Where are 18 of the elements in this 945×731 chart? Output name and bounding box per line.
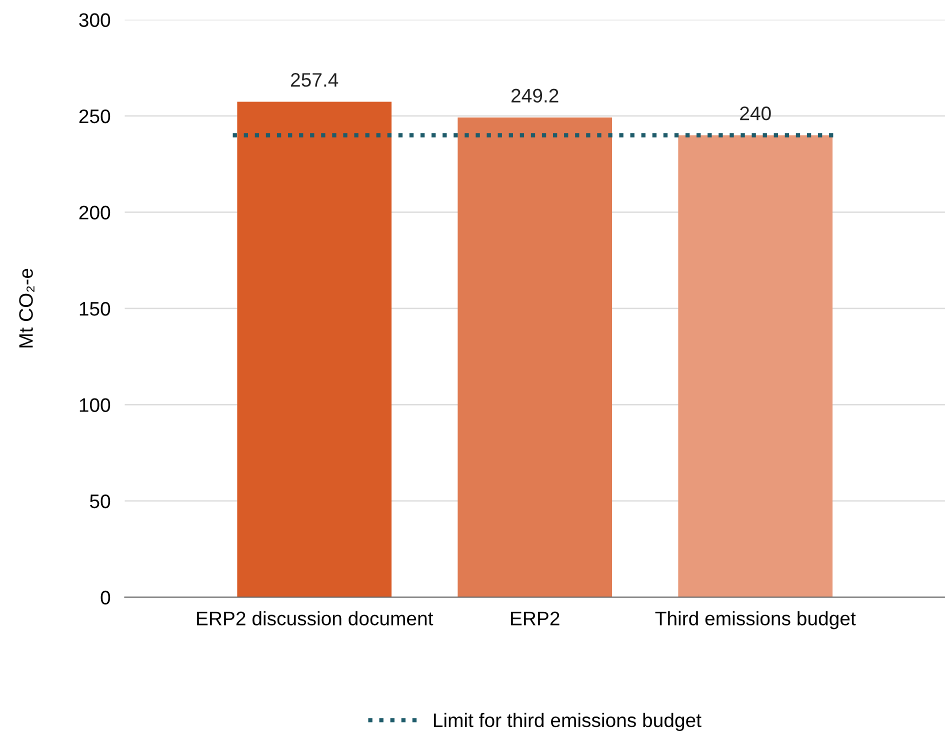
y-tick-label: 300 <box>79 13 110 27</box>
legend-label: Limit for third emissions budget <box>434 712 702 731</box>
y-tick-label: 0 <box>100 590 110 604</box>
x-tick-label: Third emissions budget <box>655 611 856 630</box>
y-tick-label: 250 <box>79 109 110 124</box>
y-tick-label: 150 <box>80 302 110 316</box>
data-label: 257.4 <box>291 73 338 87</box>
x-tick-label: ERP2 discussion document <box>197 611 434 626</box>
bar <box>458 118 612 598</box>
y-tick-label: 100 <box>80 398 110 412</box>
y-tick-label: 50 <box>90 494 110 508</box>
data-label: 249.2 <box>512 88 558 103</box>
x-tick-label: ERP2 <box>511 612 560 626</box>
y-tick-label: 200 <box>79 206 110 220</box>
bar <box>678 135 833 598</box>
y-axis-title: Mt CO₂-e <box>19 268 34 348</box>
data-label: 240 <box>740 106 771 120</box>
bar <box>237 102 392 598</box>
